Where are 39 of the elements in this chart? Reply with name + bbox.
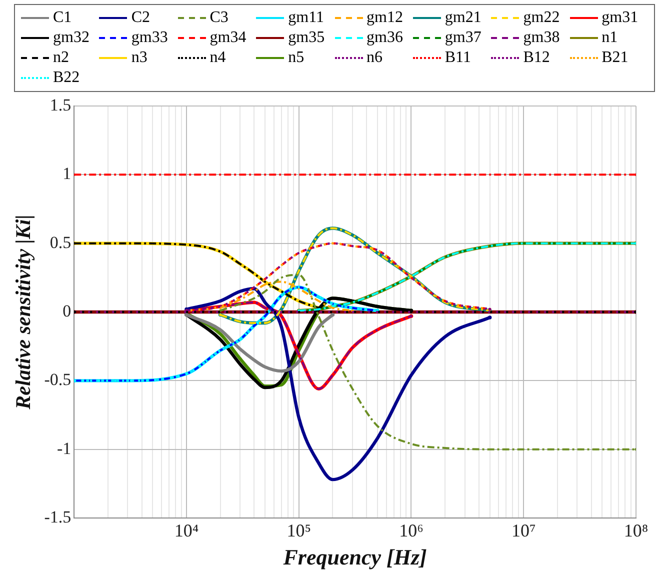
legend-label: n6 [366,48,382,68]
y-tick-label: -0.5 [44,370,72,390]
x-tick-label: 10⁴ [174,520,199,541]
legend-label: gm33 [131,28,168,48]
legend-label: gm34 [210,28,246,48]
legend-label: n1 [602,28,618,48]
legend-label: n5 [288,48,304,68]
x-tick-label: 10⁷ [511,520,536,541]
legend-label: n3 [131,48,148,68]
legend-label: gm37 [444,28,482,48]
legend-label: gm12 [366,8,403,28]
legend-label: gm31 [602,8,638,28]
y-tick-label: 1.5 [50,95,72,114]
y-tick-label: 0 [62,301,72,320]
legend-label: B21 [602,48,628,68]
legend-label: n2 [53,48,69,68]
y-tick-label: -1 [56,438,72,458]
y-tick-label: 0.5 [50,232,72,252]
y-axis-title: Relative sensitivity |Ki| [11,214,36,410]
legend-label: gm35 [288,28,325,48]
legend-label: gm11 [288,8,324,28]
legend-label: B11 [444,48,471,68]
legend-label: gm32 [53,28,90,48]
legend-label: gm38 [523,28,560,48]
legend-label: B22 [53,68,80,88]
legend-label: n4 [210,48,226,68]
legend-label: C1 [53,8,72,28]
legend-label: C3 [210,8,228,28]
legend-label: gm22 [523,8,560,28]
legend-label: gm21 [444,8,482,28]
legend-label: gm36 [366,28,403,48]
legend-label: C2 [131,8,150,28]
x-tick-label: 10⁸ [624,520,648,541]
y-tick-label: 1 [62,164,72,184]
x-tick-label: 10⁶ [399,520,424,541]
y-tick-label: -1.5 [44,507,72,526]
x-tick-label: 10⁵ [286,520,312,541]
legend-label: B12 [523,48,550,68]
x-axis-title: Frequency [Hz] [282,544,427,570]
